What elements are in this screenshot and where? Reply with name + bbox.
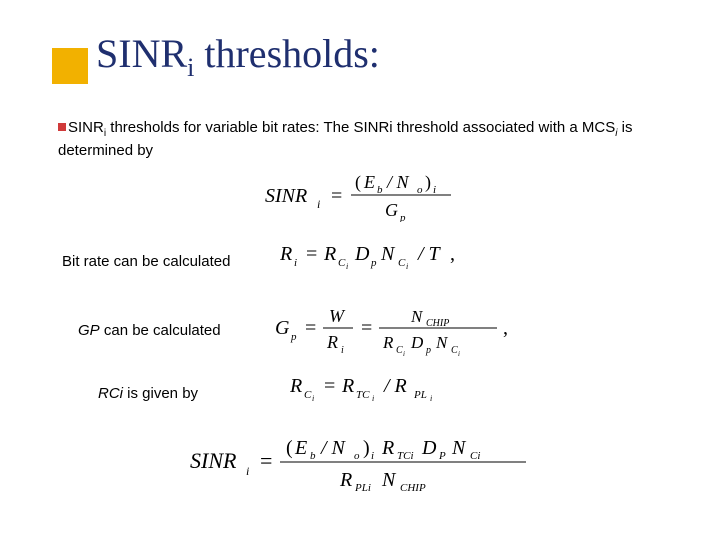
- label-gp-prefix: GP: [78, 322, 100, 339]
- eq-bitrate: R i = R C i D p N C i / T ,: [280, 238, 490, 279]
- svg-text:N: N: [435, 333, 449, 352]
- svg-text:Ci: Ci: [470, 450, 480, 462]
- svg-text:o: o: [417, 184, 423, 196]
- svg-text:TC: TC: [356, 389, 370, 401]
- label-rci-rest: is given by: [123, 385, 198, 402]
- svg-text:R: R: [290, 375, 302, 397]
- label-gp: GP can be calculated: [78, 322, 221, 339]
- svg-text:): ): [363, 437, 370, 459]
- svg-text:E: E: [363, 172, 375, 192]
- svg-text:PL: PL: [413, 389, 427, 401]
- svg-text:p: p: [425, 345, 431, 356]
- bullet-text-1: thresholds for variable bit rates: The S…: [106, 119, 615, 136]
- svg-text:R: R: [280, 243, 292, 265]
- accent-square: [52, 48, 88, 84]
- svg-text:,: ,: [450, 243, 455, 265]
- svg-text:i: i: [371, 450, 374, 462]
- label-rci-prefix: RCi: [98, 385, 123, 402]
- svg-text:N: N: [380, 243, 396, 265]
- label-rci: RCi is given by: [98, 385, 198, 402]
- svg-text:C: C: [451, 345, 458, 356]
- svg-text:/ N: / N: [320, 437, 347, 459]
- slide: SINRi thresholds: SINRi thresholds for v…: [0, 0, 720, 540]
- svg-text:C: C: [338, 257, 346, 269]
- row-bitrate: Bit rate can be calculated: [62, 253, 230, 270]
- svg-text:P: P: [438, 450, 446, 462]
- svg-text:i: i: [458, 350, 460, 356]
- svg-text:i: i: [317, 197, 320, 211]
- svg-text:(: (: [286, 437, 293, 459]
- eq-sinr1-svg: SINR i = ( E b / N o ) i G p: [265, 168, 455, 222]
- svg-text:D: D: [354, 243, 370, 265]
- svg-text:i: i: [341, 345, 344, 356]
- svg-text:=: =: [361, 317, 372, 339]
- svg-text:E: E: [294, 437, 307, 459]
- svg-text:C: C: [398, 257, 406, 269]
- svg-text:i: i: [433, 184, 436, 196]
- svg-text:W: W: [329, 306, 346, 326]
- bullet-icon: [58, 123, 66, 131]
- svg-text:/ R: / R: [383, 375, 407, 397]
- svg-text:i: i: [312, 394, 314, 403]
- svg-text:C: C: [304, 389, 312, 401]
- svg-text:=: =: [260, 448, 272, 473]
- svg-text:i: i: [294, 257, 297, 269]
- row-gp: GP can be calculated: [78, 322, 221, 339]
- svg-text:R: R: [323, 243, 336, 265]
- svg-text:i: i: [406, 262, 408, 271]
- svg-text:G: G: [385, 200, 398, 220]
- slide-title: SINRi thresholds:: [96, 30, 380, 83]
- svg-text:SINR: SINR: [265, 185, 307, 207]
- svg-text:N: N: [451, 437, 467, 459]
- svg-text:(: (: [355, 172, 361, 193]
- svg-text:C: C: [396, 345, 403, 356]
- label-bitrate: Bit rate can be calculated: [62, 253, 230, 270]
- svg-text:D: D: [410, 333, 424, 352]
- svg-text:=: =: [324, 375, 335, 397]
- svg-text:CHIP: CHIP: [400, 482, 426, 494]
- svg-text:b: b: [310, 450, 316, 462]
- svg-text:N: N: [381, 469, 397, 491]
- svg-text:=: =: [331, 185, 342, 207]
- eq-sinr-fraction: SINR i = ( E b / N o ) i G p: [0, 168, 720, 222]
- svg-text:SINR: SINR: [190, 448, 237, 473]
- label-gp-rest: can be calculated: [100, 322, 221, 339]
- bullet-line: SINRi thresholds for variable bit rates:…: [58, 118, 680, 161]
- svg-text:PLi: PLi: [354, 482, 371, 494]
- eq-sinr-final: SINR i = ( E b / N o ) i R TCi D P N: [0, 430, 720, 494]
- svg-text:CHIP: CHIP: [426, 318, 449, 329]
- svg-text:p: p: [399, 212, 406, 222]
- svg-text:i: i: [246, 464, 249, 478]
- svg-text:/ N: / N: [386, 172, 410, 192]
- svg-text:i: i: [346, 262, 348, 271]
- svg-text:): ): [425, 172, 431, 193]
- eq-rci: R C i = R TC i / R PL i: [290, 370, 480, 409]
- svg-text:D: D: [421, 437, 437, 459]
- svg-text:=: =: [305, 317, 316, 339]
- bullet-text-prefix: SINR: [68, 119, 104, 136]
- svg-text:i: i: [372, 394, 374, 403]
- svg-text:o: o: [354, 450, 360, 462]
- svg-text:p: p: [290, 331, 297, 343]
- eq-gp: G p = W R i = N CHIP R C i D p N: [275, 300, 525, 361]
- svg-text:R: R: [326, 332, 338, 352]
- row-rci: RCi is given by: [98, 385, 198, 402]
- svg-text:R: R: [341, 375, 354, 397]
- svg-text:R: R: [382, 333, 394, 352]
- svg-text:i: i: [430, 394, 432, 403]
- svg-text:b: b: [377, 184, 383, 196]
- svg-text:G: G: [275, 317, 290, 339]
- svg-text:TCi: TCi: [397, 450, 414, 462]
- svg-text:R: R: [339, 469, 352, 491]
- svg-text:N: N: [410, 307, 424, 326]
- svg-text:=: =: [306, 243, 317, 265]
- svg-text:i: i: [403, 350, 405, 356]
- svg-text:p: p: [370, 257, 377, 269]
- svg-text:,: ,: [503, 317, 508, 339]
- svg-text:/ T: / T: [417, 243, 442, 265]
- svg-text:R: R: [381, 437, 394, 459]
